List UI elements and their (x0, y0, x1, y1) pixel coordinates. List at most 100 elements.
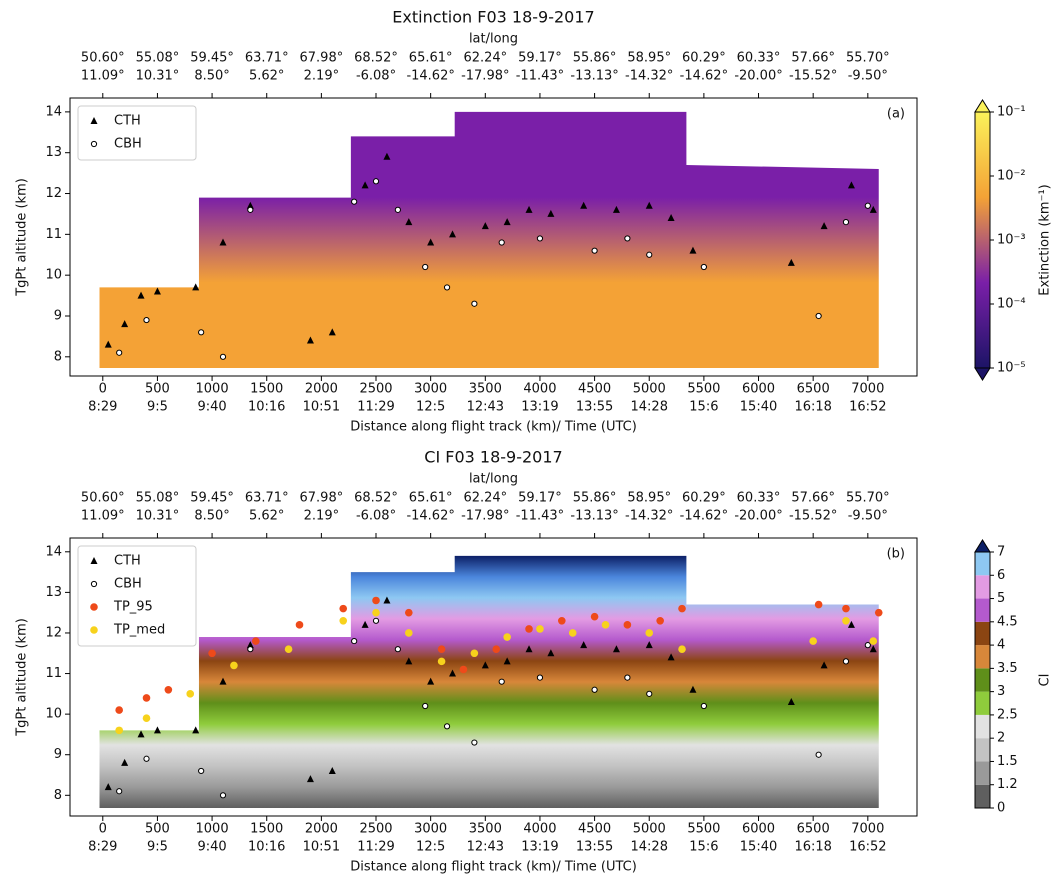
marker-triangle (219, 238, 227, 246)
marker-triangle (121, 758, 129, 766)
marker-triangle (405, 218, 413, 226)
marker-triangle (580, 201, 588, 209)
marker-triangle (427, 677, 435, 685)
time-label: 15:6 (689, 400, 718, 415)
marker-circle (646, 251, 653, 258)
long-label: -17.98° (461, 509, 509, 524)
long-label: -14.32° (625, 509, 673, 524)
lat-label: 55.08° (136, 491, 180, 506)
colorbar-tick-label: 5 (997, 591, 1005, 606)
panel-label: (b) (887, 547, 905, 562)
x-tick-label: 2000 (305, 822, 338, 837)
marker-dot (186, 690, 195, 698)
marker-dot (842, 604, 850, 613)
lat-label: 50.60° (81, 491, 125, 506)
marker-circle (624, 235, 631, 242)
marker-dot (590, 612, 599, 621)
marker-triangle (153, 726, 161, 734)
time-label: 11:29 (357, 840, 394, 855)
marker-triangle (306, 775, 314, 783)
marker-triangle (869, 645, 877, 653)
marker-dot (405, 629, 413, 637)
marker-dot (437, 645, 446, 653)
marker-circle (536, 235, 544, 242)
long-label: 11.09° (81, 509, 125, 524)
marker-triangle (361, 620, 369, 628)
marker-dot (284, 645, 293, 653)
colorbar-extend-max (974, 539, 991, 553)
colorbar-extend-min (974, 367, 991, 381)
colorbar-tick-label: 0 (997, 801, 1005, 816)
colorbar-extend-max (974, 99, 991, 113)
long-label: -14.62° (406, 509, 454, 524)
marker-circle (864, 202, 871, 209)
marker-circle (247, 206, 254, 213)
lat-label: 62.24° (463, 51, 507, 66)
colorbar-tick-label: 10⁻² (997, 169, 1026, 184)
chart-title: Extinction F03 18-9-2017 (392, 8, 594, 27)
marker-triangle (121, 320, 129, 328)
marker-circle (443, 284, 451, 291)
x-tick-label: 3000 (414, 382, 447, 397)
panel-label: (a) (887, 107, 905, 122)
colorbar-tick-label: 10⁻³ (997, 233, 1026, 248)
colorbar-tick-label: 1.5 (997, 754, 1018, 769)
marker-triangle (481, 661, 489, 669)
colorbar-label: Extinction (km⁻¹) (1038, 184, 1053, 295)
x-tick-label: 2500 (359, 822, 392, 837)
marker-dot (339, 604, 348, 613)
long-label: -17.98° (461, 69, 509, 84)
x-tick-label: 2000 (305, 382, 338, 397)
marker-circle (143, 316, 150, 324)
long-label: 5.62° (249, 69, 284, 84)
marker-triangle (90, 557, 98, 564)
marker-dot (869, 637, 878, 645)
marker-triangle (689, 246, 697, 254)
marker-dot (142, 714, 151, 722)
long-label: 8.50° (194, 69, 229, 84)
marker-circle (624, 674, 631, 681)
marker-triangle (525, 645, 533, 653)
lat-label: 67.98° (300, 51, 344, 66)
y-tick-label: 11 (45, 666, 62, 681)
marker-triangle (847, 620, 855, 628)
marker-circle (646, 690, 653, 697)
marker-dot (492, 645, 501, 653)
marker-triangle (820, 222, 828, 230)
marker-triangle (820, 661, 828, 669)
marker-circle (394, 206, 401, 213)
time-label: 16:18 (794, 400, 831, 415)
colorbar-segment (975, 645, 990, 669)
colorbar-tick-label: 2.5 (997, 707, 1018, 722)
time-label: 9:40 (197, 840, 226, 855)
marker-circle (536, 674, 544, 681)
colorbar-tick-label: 3 (997, 684, 1005, 699)
marker-triangle (645, 641, 653, 649)
marker-triangle (383, 596, 391, 604)
legend-label: TP_med (113, 623, 165, 638)
lat-label: 58.95° (627, 51, 671, 66)
marker-circle (198, 767, 205, 775)
x-tick-label: 4000 (523, 382, 556, 397)
x-tick-label: 2500 (359, 382, 392, 397)
lat-label: 55.70° (846, 491, 890, 506)
lat-label: 55.86° (573, 491, 617, 506)
lat-label: 67.98° (300, 491, 344, 506)
marker-triangle (153, 287, 161, 295)
marker-triangle (503, 657, 511, 665)
time-label: 10:16 (248, 840, 285, 855)
marker-dot (230, 661, 238, 670)
marker-circle (700, 702, 707, 710)
marker-dot (90, 603, 98, 611)
x-tick-label: 3000 (414, 822, 447, 837)
marker-dot (623, 621, 632, 629)
marker-circle (351, 198, 358, 205)
marker-dot (645, 629, 654, 637)
marker-dot (142, 694, 151, 702)
marker-dot (678, 604, 686, 613)
lat-label: 50.60° (81, 51, 125, 66)
marker-triangle (383, 152, 391, 160)
marker-dot (558, 616, 566, 625)
marker-circle (351, 637, 358, 645)
